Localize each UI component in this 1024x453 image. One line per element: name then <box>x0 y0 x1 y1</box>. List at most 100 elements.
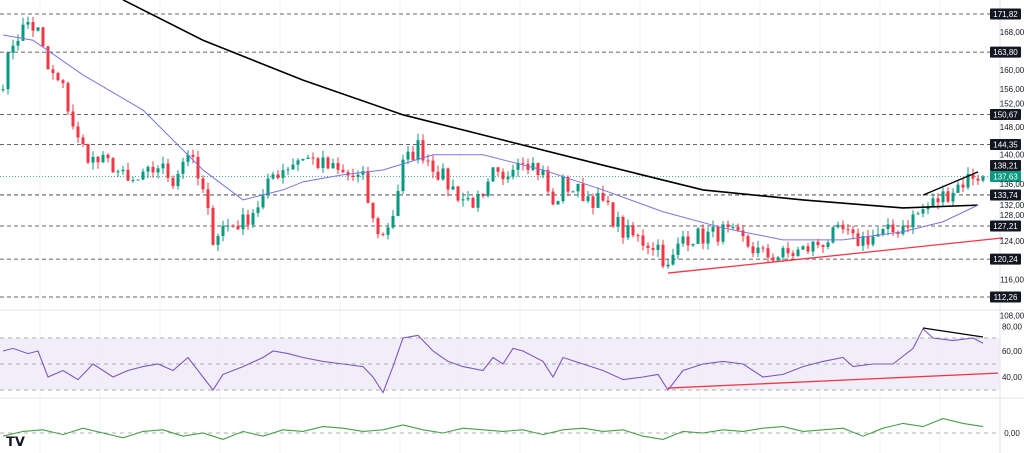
candle-body <box>201 178 205 190</box>
candle-body <box>616 217 620 227</box>
candle-body <box>226 225 230 227</box>
candle-body <box>781 248 785 258</box>
candle-body <box>826 242 830 247</box>
last-price-label-bg <box>990 170 1021 182</box>
price-trendline-support <box>667 237 1004 274</box>
candle-body <box>896 232 900 235</box>
candle-body <box>516 162 520 170</box>
candle-body <box>521 162 525 164</box>
candle-body <box>756 247 760 254</box>
candle-body <box>681 236 685 244</box>
candle-body <box>541 170 545 176</box>
candle-body <box>341 169 345 173</box>
candle-body <box>116 171 120 173</box>
candle-body <box>126 169 130 181</box>
candle-body <box>366 171 370 203</box>
candle-body <box>651 248 655 250</box>
candle-body <box>291 164 295 170</box>
price-axis[interactable]: 171,82 168,00 163,80 160,00 156,00 152,00 150,… <box>990 8 1024 439</box>
price-tick-label: 140,00 <box>1000 150 1024 159</box>
candle-body <box>546 170 550 192</box>
candle-body <box>411 151 415 160</box>
candle-body <box>726 224 730 228</box>
candle-body <box>66 83 70 112</box>
candle-body <box>686 236 690 246</box>
price-tick-label: 148,00 <box>1000 123 1024 132</box>
candle-body <box>136 179 140 181</box>
price-tick-label: 132,00 <box>1000 201 1024 210</box>
price-tick-label: 168,00 <box>1000 28 1024 37</box>
candle-body <box>786 248 790 254</box>
candle-body <box>216 236 220 245</box>
candle-body <box>356 174 360 177</box>
candle-body <box>631 225 635 236</box>
candle-body <box>701 228 705 244</box>
oscillator-tick-label: 0,00 <box>1004 429 1020 438</box>
candle-body <box>636 235 640 237</box>
candle-body <box>256 207 260 213</box>
candle-body <box>491 167 495 182</box>
oscillator-line <box>2 418 984 440</box>
candle-body <box>236 226 240 230</box>
candle-body <box>251 212 255 225</box>
sma-short-line <box>2 34 979 241</box>
prev-price-label-bg <box>990 159 1021 171</box>
candle-body <box>486 181 490 196</box>
candle-body <box>441 168 445 180</box>
candle-body <box>186 154 190 162</box>
prev-price-label: 138,21 <box>993 161 1018 170</box>
candle-body <box>606 200 610 203</box>
candle-body <box>416 140 420 160</box>
candle-body <box>761 247 765 249</box>
candle-body <box>931 198 935 207</box>
candle-body <box>886 224 890 229</box>
level-label: 133,74 <box>993 191 1018 200</box>
candle-body <box>196 156 200 179</box>
candle-body <box>101 154 105 163</box>
candle-body <box>591 196 595 208</box>
candle-body <box>946 191 950 202</box>
price-tick-label: 116,00 <box>1000 275 1024 284</box>
candle-body <box>421 140 425 161</box>
candle-body <box>431 160 435 172</box>
candle-body <box>586 196 590 201</box>
level-label: 127,21 <box>993 222 1018 231</box>
candle-body <box>161 163 165 169</box>
candle-body <box>806 246 810 252</box>
candle-body <box>836 224 840 228</box>
candle-body <box>106 154 110 159</box>
candle-body <box>646 245 650 249</box>
candle-body <box>1 89 5 91</box>
candle-body <box>91 156 95 163</box>
candle-body <box>156 168 160 173</box>
candle-body <box>446 168 450 190</box>
candle-body <box>801 246 805 250</box>
level-label-bg <box>990 139 1021 151</box>
candle-body <box>71 111 75 127</box>
candle-body <box>901 225 905 235</box>
candle-body <box>571 191 575 193</box>
candle-body <box>551 191 555 205</box>
candle-body <box>866 236 870 245</box>
candle-body <box>751 246 755 254</box>
candle-body <box>11 45 15 53</box>
candle-body <box>621 217 625 238</box>
candle-body <box>81 137 85 145</box>
candle-body <box>391 215 395 228</box>
candle-body <box>191 154 195 157</box>
candle-body <box>841 224 845 230</box>
level-label: 163,80 <box>993 48 1018 57</box>
candle-body <box>211 207 215 245</box>
level-label: 150,67 <box>993 111 1018 120</box>
rsi-tick-label: 40,00 <box>1002 373 1023 382</box>
candle-body <box>831 227 835 243</box>
tradingview-logo[interactable]: 𝗧𝗩 <box>6 434 25 449</box>
candle-body <box>731 227 735 229</box>
candle-body <box>456 186 460 201</box>
candle-body <box>851 229 855 234</box>
candle-body <box>556 201 560 205</box>
candle-body <box>661 244 665 267</box>
level-label-bg <box>990 109 1021 121</box>
candle-body <box>221 225 225 237</box>
